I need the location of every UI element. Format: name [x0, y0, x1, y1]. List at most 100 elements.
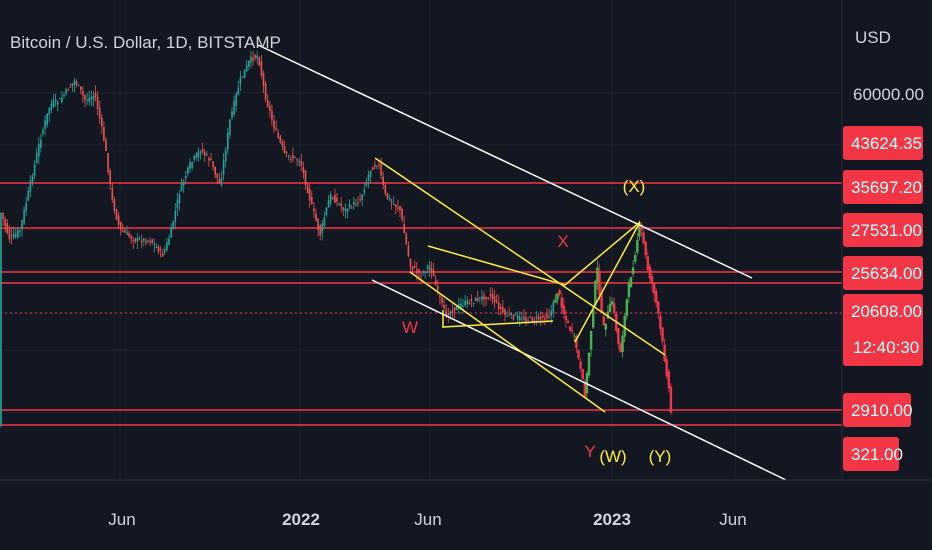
candle-body [619, 343, 622, 353]
candle-body [344, 208, 347, 211]
candle-body [65, 89, 67, 94]
candle-body [14, 233, 17, 237]
candle-body [334, 195, 336, 203]
candle-body [460, 303, 462, 309]
candle-body [124, 230, 126, 233]
candle-body [269, 105, 271, 111]
channel-upper-line[interactable] [257, 44, 753, 279]
candle-body [292, 154, 294, 159]
candle-body [617, 328, 620, 344]
candle-body [170, 227, 172, 238]
wedge-base-line[interactable] [442, 320, 554, 328]
candle-body [361, 194, 363, 200]
candle-body [77, 84, 80, 86]
candle-body [138, 238, 141, 240]
wedge-upper-line[interactable] [374, 157, 666, 356]
candle-body [80, 86, 82, 90]
candle-body [40, 139, 42, 148]
candle-body [556, 293, 559, 300]
wedge-top-line[interactable] [427, 245, 566, 286]
candle-body [481, 296, 483, 301]
candle-body [434, 280, 437, 286]
candle-body [409, 258, 412, 267]
candle-body [33, 163, 36, 176]
candle-body [98, 107, 101, 119]
price-tag[interactable] [843, 256, 923, 290]
candle-body [413, 266, 416, 268]
currency-label: USD [855, 28, 891, 47]
candle-body [235, 93, 237, 107]
candle-body [336, 197, 338, 202]
candle-body [332, 197, 334, 199]
candle-body [42, 129, 44, 134]
price-axis[interactable]: USD 60000.00 43624.35 35697.20 27531.00 25634… [841, 0, 924, 480]
candle-body [443, 304, 445, 310]
price-tag[interactable] [843, 213, 923, 247]
candle-body [262, 72, 265, 86]
candle-body [374, 164, 376, 167]
time-axis[interactable]: Jun 2022 Jun 2023 Jun [0, 479, 932, 529]
candle-body [153, 244, 156, 246]
candle-body [397, 207, 399, 209]
candle-body [613, 303, 616, 314]
candle-body [109, 170, 111, 184]
price-tag[interactable] [843, 170, 923, 204]
rise-line[interactable] [564, 221, 641, 286]
candle-body [544, 318, 546, 320]
candle-body [523, 316, 525, 320]
candle-body [59, 98, 61, 100]
candle-body [243, 69, 246, 78]
candle-body [342, 207, 345, 211]
candle-body [350, 207, 353, 209]
candle-body [44, 120, 46, 129]
candle-body [298, 161, 300, 163]
candle-body [96, 96, 99, 109]
channel-lower-line[interactable] [371, 279, 787, 481]
wedge-inner-line[interactable] [574, 221, 641, 343]
candle-body [581, 368, 584, 380]
candle-body [88, 97, 90, 102]
candle-body [363, 189, 366, 193]
candle-body [629, 277, 633, 288]
candle-body [136, 237, 139, 242]
wedge-lower-line[interactable] [409, 271, 606, 413]
candle-body [382, 176, 384, 185]
candle-body [610, 301, 614, 305]
candle-body [548, 316, 550, 318]
price-tag[interactable] [843, 126, 923, 160]
price-tag[interactable] [843, 437, 899, 471]
candle-body [453, 307, 456, 311]
candle-body [271, 110, 273, 120]
candle-body [63, 94, 65, 96]
time-axis-tick: Jun [414, 510, 441, 529]
horizontal-levels [0, 182, 842, 426]
candle-body [604, 323, 607, 330]
candle-body [371, 167, 374, 171]
candle-body [355, 204, 357, 206]
candle-body [94, 93, 97, 98]
time-axis-tick: Jun [719, 510, 746, 529]
candle-body [23, 209, 25, 224]
candle-body [256, 55, 258, 59]
price-tag[interactable] [843, 393, 911, 427]
candle-body [432, 270, 435, 277]
candle-body [229, 119, 231, 136]
candle-body [573, 335, 576, 337]
candle-body [510, 313, 513, 315]
candle-body [512, 314, 515, 320]
candle-body [606, 311, 610, 319]
candle-body [35, 153, 38, 163]
candle-body [608, 303, 612, 313]
candle-body [571, 329, 574, 332]
candles [0, 50, 673, 428]
candle-body [562, 305, 565, 315]
candle-body [592, 309, 595, 328]
candle-body [260, 61, 263, 76]
candle-body [348, 204, 351, 208]
candle-body [634, 255, 637, 262]
price-tag[interactable] [843, 294, 923, 366]
candle-body [216, 173, 219, 178]
